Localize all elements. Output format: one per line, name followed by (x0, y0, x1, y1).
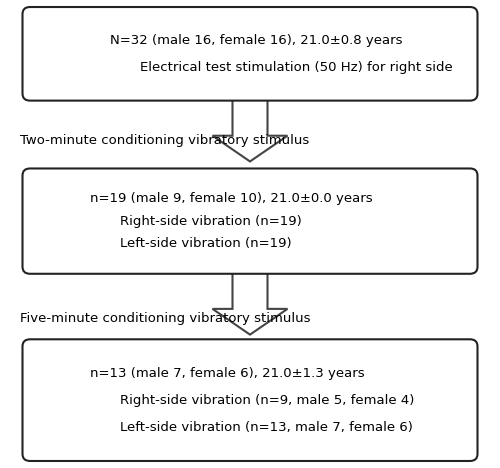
Text: Electrical test stimulation (50 Hz) for right side: Electrical test stimulation (50 Hz) for … (140, 60, 453, 73)
Text: Left-side vibration (n=13, male 7, female 6): Left-side vibration (n=13, male 7, femal… (120, 421, 413, 433)
FancyBboxPatch shape (22, 168, 477, 274)
Text: Two-minute conditioning vibratory stimulus: Two-minute conditioning vibratory stimul… (20, 134, 309, 147)
Polygon shape (212, 94, 288, 161)
Text: n=19 (male 9, female 10), 21.0±0.0 years: n=19 (male 9, female 10), 21.0±0.0 years (90, 192, 372, 205)
Text: Right-side vibration (n=9, male 5, female 4): Right-side vibration (n=9, male 5, femal… (120, 394, 414, 407)
Text: Right-side vibration (n=19): Right-side vibration (n=19) (120, 215, 302, 227)
FancyBboxPatch shape (22, 7, 477, 101)
Text: Five-minute conditioning vibratory stimulus: Five-minute conditioning vibratory stimu… (20, 312, 310, 325)
FancyBboxPatch shape (22, 339, 477, 461)
Text: n=13 (male 7, female 6), 21.0±1.3 years: n=13 (male 7, female 6), 21.0±1.3 years (90, 367, 364, 380)
Text: N=32 (male 16, female 16), 21.0±0.8 years: N=32 (male 16, female 16), 21.0±0.8 year… (110, 34, 403, 47)
Text: Left-side vibration (n=19): Left-side vibration (n=19) (120, 237, 292, 250)
Polygon shape (212, 267, 288, 335)
